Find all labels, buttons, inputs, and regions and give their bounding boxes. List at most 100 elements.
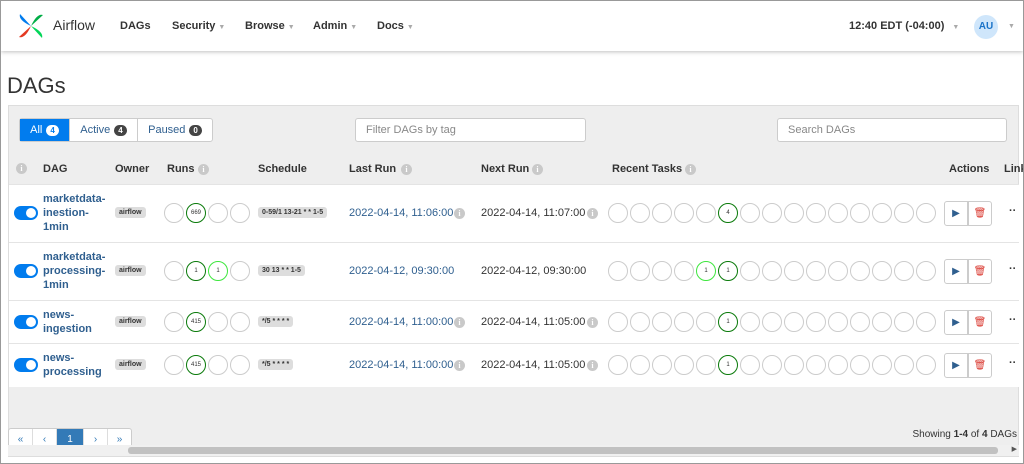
status-circle[interactable]: 1 — [208, 261, 228, 281]
empty-circle[interactable] — [828, 203, 848, 223]
empty-circle[interactable] — [740, 311, 760, 332]
page-button[interactable]: ‹ — [32, 429, 56, 451]
delete-button[interactable]: 🗑 — [968, 259, 992, 284]
nav-menu-item[interactable]: DAGs — [120, 20, 151, 32]
status-circle[interactable]: 4 — [718, 203, 738, 223]
empty-circle[interactable] — [630, 261, 650, 281]
empty-circle[interactable] — [916, 261, 936, 281]
empty-circle[interactable] — [608, 261, 628, 281]
nav-menu-item[interactable]: Admin ▼ — [313, 20, 357, 32]
dag-link[interactable]: marketdata-processing-1min — [43, 251, 106, 291]
empty-circle[interactable] — [674, 203, 694, 223]
empty-circle[interactable] — [164, 311, 184, 332]
empty-circle[interactable] — [828, 355, 848, 375]
status-circle[interactable]: 415 — [186, 311, 206, 332]
empty-circle[interactable] — [674, 311, 694, 332]
empty-circle[interactable] — [164, 261, 184, 281]
empty-circle[interactable] — [784, 311, 804, 332]
empty-circle[interactable] — [784, 261, 804, 281]
empty-circle[interactable] — [762, 203, 782, 223]
empty-circle[interactable] — [762, 311, 782, 332]
page-button[interactable]: › — [83, 429, 107, 451]
empty-circle[interactable] — [674, 355, 694, 375]
links-menu[interactable]: ·· — [1009, 313, 1017, 326]
schedule-tag[interactable]: */5 * * * * — [258, 359, 294, 370]
empty-circle[interactable] — [230, 311, 250, 332]
empty-circle[interactable] — [630, 355, 650, 375]
empty-circle[interactable] — [164, 203, 184, 223]
owner-tag[interactable]: airflow — [115, 315, 146, 327]
empty-circle[interactable] — [894, 311, 914, 332]
filter-button[interactable]: Paused 0 — [137, 119, 212, 141]
empty-circle[interactable] — [608, 355, 628, 375]
empty-circle[interactable] — [894, 261, 914, 281]
schedule-tag[interactable]: 0-59/1 13-21 * * 1-5 — [258, 207, 328, 218]
column-header[interactable]: Runs — [167, 163, 195, 175]
empty-circle[interactable] — [850, 203, 870, 223]
filter-button[interactable]: All 4 — [20, 119, 69, 141]
last-run[interactable]: 2022-04-14, 11:00:00 — [349, 315, 454, 328]
filter-button[interactable]: Active 4 — [69, 119, 137, 141]
empty-circle[interactable] — [652, 355, 672, 375]
empty-circle[interactable] — [806, 355, 826, 375]
delete-button[interactable]: 🗑 — [968, 309, 992, 335]
pause-toggle[interactable] — [14, 206, 38, 220]
status-circle[interactable]: 1 — [718, 311, 738, 332]
pause-toggle[interactable] — [14, 264, 38, 278]
links-menu[interactable]: ·· — [1009, 205, 1017, 217]
empty-circle[interactable] — [806, 311, 826, 332]
empty-circle[interactable] — [208, 355, 228, 375]
owner-tag[interactable]: airflow — [115, 207, 146, 218]
empty-circle[interactable] — [164, 355, 184, 375]
status-circle[interactable]: 1 — [718, 355, 738, 375]
empty-circle[interactable] — [740, 261, 760, 281]
empty-circle[interactable] — [608, 203, 628, 223]
scroll-thumb[interactable] — [128, 447, 998, 454]
empty-circle[interactable] — [652, 261, 672, 281]
status-circle[interactable]: 1 — [718, 261, 738, 281]
empty-circle[interactable] — [850, 311, 870, 332]
empty-circle[interactable] — [916, 203, 936, 223]
empty-circle[interactable] — [740, 203, 760, 223]
pause-toggle[interactable] — [14, 314, 38, 329]
empty-circle[interactable] — [828, 261, 848, 281]
status-circle[interactable]: 669 — [186, 203, 206, 223]
nav-menu-item[interactable]: Security ▼ — [172, 20, 225, 32]
schedule-tag[interactable]: 30 13 * * 1-5 — [258, 265, 305, 276]
last-run[interactable]: 2022-04-14, 11:00:00 — [349, 359, 454, 371]
scrollbar[interactable]: ▶ — [8, 445, 1019, 456]
dag-link[interactable]: news-processing — [43, 352, 102, 378]
column-header[interactable]: Next Run — [481, 163, 530, 175]
trigger-button[interactable]: ▶ — [944, 259, 968, 284]
empty-circle[interactable] — [784, 355, 804, 375]
column-header[interactable]: Schedule — [258, 163, 307, 175]
delete-button[interactable]: 🗑 — [968, 201, 992, 226]
last-run[interactable]: 2022-04-14, 11:06:00 — [349, 207, 454, 219]
empty-circle[interactable] — [652, 203, 672, 223]
empty-circle[interactable] — [230, 203, 250, 223]
empty-circle[interactable] — [872, 203, 892, 223]
empty-circle[interactable] — [828, 311, 848, 332]
last-run[interactable]: 2022-04-12, 09:30:00 — [349, 265, 455, 277]
nav-menu-item[interactable]: Docs ▼ — [377, 20, 414, 32]
empty-circle[interactable] — [850, 261, 870, 281]
search-input[interactable]: Search DAGs — [777, 118, 1007, 142]
empty-circle[interactable] — [894, 203, 914, 223]
links-menu[interactable]: ·· — [1009, 263, 1017, 275]
dag-link[interactable]: marketdata-inestion-1min — [43, 193, 106, 233]
delete-button[interactable]: 🗑 — [968, 353, 992, 378]
empty-circle[interactable] — [872, 355, 892, 375]
empty-circle[interactable] — [696, 203, 716, 223]
empty-circle[interactable] — [872, 311, 892, 332]
clock[interactable]: 12:40 EDT (-04:00) ▼ — [849, 20, 960, 32]
column-header[interactable]: DAG — [43, 163, 68, 175]
empty-circle[interactable] — [762, 261, 782, 281]
empty-circle[interactable] — [630, 311, 650, 332]
brand[interactable]: Airflow — [53, 17, 96, 33]
schedule-tag[interactable]: */5 * * * * — [258, 315, 294, 327]
empty-circle[interactable] — [916, 311, 936, 332]
empty-circle[interactable] — [674, 261, 694, 281]
empty-circle[interactable] — [208, 311, 228, 332]
status-circle[interactable]: 1 — [696, 261, 716, 281]
empty-circle[interactable] — [230, 261, 250, 281]
